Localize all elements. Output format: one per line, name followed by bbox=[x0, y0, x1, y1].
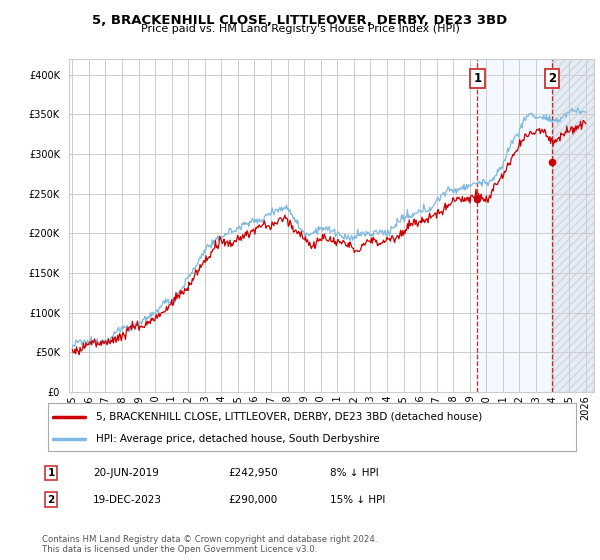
Text: 2: 2 bbox=[548, 72, 556, 85]
Text: 5, BRACKENHILL CLOSE, LITTLEOVER, DERBY, DE23 3BD: 5, BRACKENHILL CLOSE, LITTLEOVER, DERBY,… bbox=[92, 14, 508, 27]
Text: Price paid vs. HM Land Registry's House Price Index (HPI): Price paid vs. HM Land Registry's House … bbox=[140, 24, 460, 34]
Text: 1: 1 bbox=[473, 72, 481, 85]
Bar bbox=[478, 59, 552, 392]
Text: £242,950: £242,950 bbox=[228, 468, 278, 478]
Text: 20-JUN-2019: 20-JUN-2019 bbox=[93, 468, 159, 478]
Text: 8% ↓ HPI: 8% ↓ HPI bbox=[330, 468, 379, 478]
Text: Contains HM Land Registry data © Crown copyright and database right 2024.
This d: Contains HM Land Registry data © Crown c… bbox=[42, 535, 377, 554]
Text: 1: 1 bbox=[47, 468, 55, 478]
Text: £290,000: £290,000 bbox=[228, 494, 277, 505]
Text: 5, BRACKENHILL CLOSE, LITTLEOVER, DERBY, DE23 3BD (detached house): 5, BRACKENHILL CLOSE, LITTLEOVER, DERBY,… bbox=[95, 412, 482, 422]
Bar bbox=[552, 59, 594, 392]
Bar bbox=[552, 59, 594, 392]
Text: 2: 2 bbox=[47, 494, 55, 505]
Text: 15% ↓ HPI: 15% ↓ HPI bbox=[330, 494, 385, 505]
Text: HPI: Average price, detached house, South Derbyshire: HPI: Average price, detached house, Sout… bbox=[95, 434, 379, 444]
Text: 19-DEC-2023: 19-DEC-2023 bbox=[93, 494, 162, 505]
